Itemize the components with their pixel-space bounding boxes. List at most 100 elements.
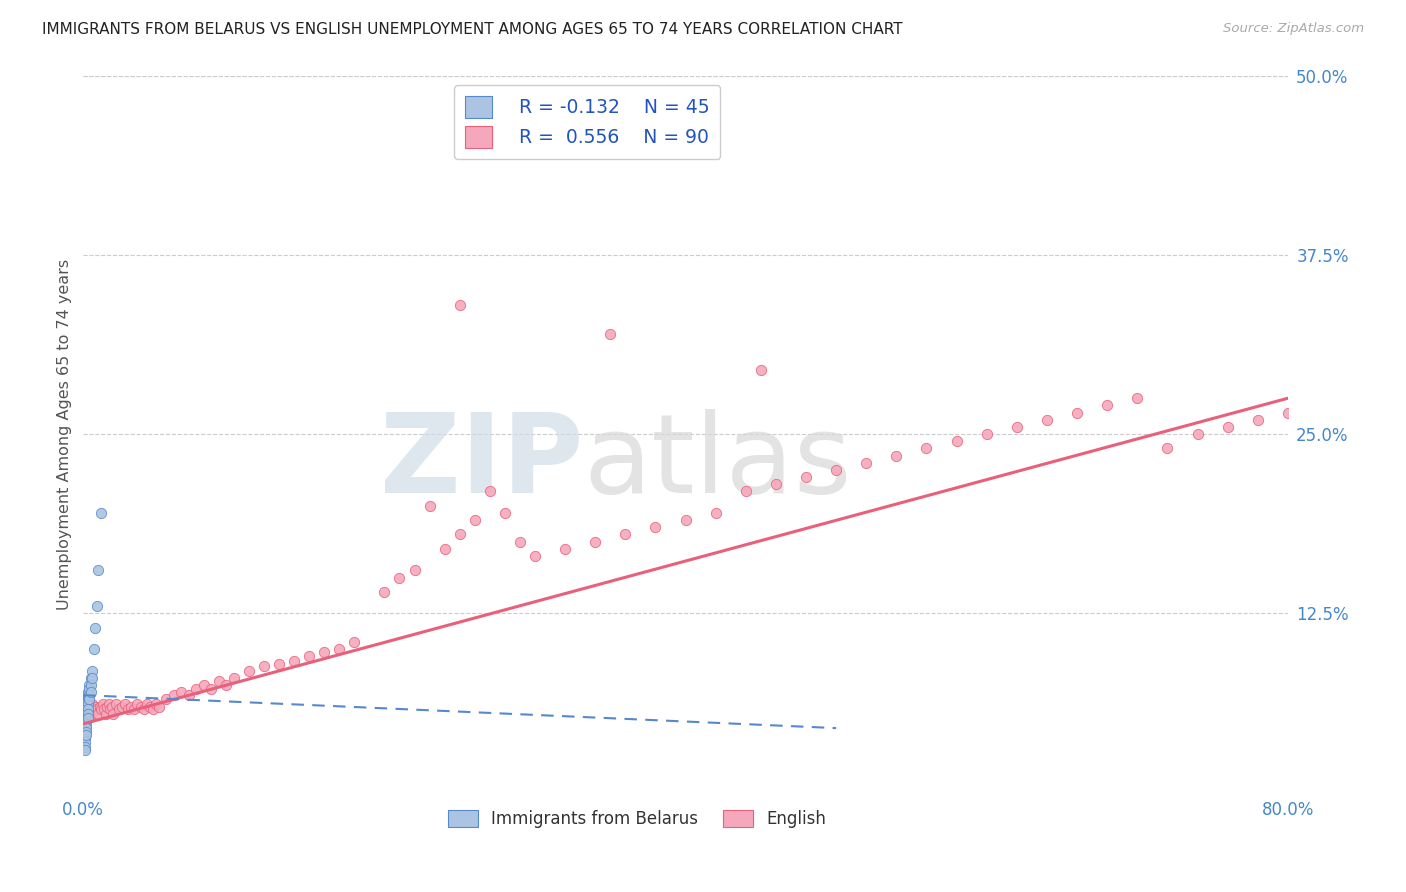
Point: [117, 702, 139, 716]
Point: [73, 731, 96, 746]
Point: [1036, 413, 1059, 427]
Point: [509, 534, 531, 549]
Point: [449, 298, 471, 312]
Point: [145, 697, 167, 711]
Point: [75, 714, 97, 728]
Point: [155, 692, 177, 706]
Point: [76, 697, 98, 711]
Point: [794, 470, 817, 484]
Point: [79, 688, 101, 702]
Point: [464, 513, 486, 527]
Point: [73, 739, 96, 754]
Point: [1247, 413, 1270, 427]
Point: [79, 682, 101, 697]
Point: [96, 699, 118, 714]
Point: [80, 671, 103, 685]
Point: [915, 442, 938, 456]
Point: [94, 706, 117, 721]
Point: [89, 699, 111, 714]
Point: [75, 702, 97, 716]
Point: [76, 702, 98, 716]
Point: [177, 688, 200, 702]
Point: [103, 706, 125, 721]
Point: [138, 699, 160, 714]
Point: [73, 716, 96, 731]
Point: [599, 326, 621, 341]
Point: [73, 702, 96, 716]
Point: [84, 621, 107, 635]
Point: [1156, 442, 1178, 456]
Point: [76, 711, 98, 725]
Point: [749, 362, 772, 376]
Point: [87, 706, 110, 721]
Point: [1187, 427, 1209, 442]
Point: [75, 699, 97, 714]
Point: [90, 506, 112, 520]
Point: [614, 527, 637, 541]
Point: [75, 716, 97, 731]
Point: [433, 541, 456, 556]
Point: [91, 697, 114, 711]
Point: [283, 654, 305, 668]
Point: [419, 499, 441, 513]
Point: [524, 549, 547, 563]
Point: [1126, 391, 1149, 405]
Point: [1095, 398, 1118, 412]
Point: [76, 692, 98, 706]
Point: [82, 671, 104, 685]
Point: [80, 678, 103, 692]
Point: [1216, 420, 1239, 434]
Point: [298, 649, 321, 664]
Point: [79, 692, 101, 706]
Point: [76, 706, 98, 721]
Text: Source: ZipAtlas.com: Source: ZipAtlas.com: [1223, 22, 1364, 36]
Point: [1005, 420, 1028, 434]
Point: [644, 520, 666, 534]
Point: [404, 563, 426, 577]
Point: [75, 728, 97, 742]
Point: [343, 635, 366, 649]
Point: [976, 427, 998, 442]
Point: [328, 642, 350, 657]
Point: [215, 678, 238, 692]
Point: [73, 721, 96, 735]
Point: [186, 682, 208, 697]
Point: [148, 699, 170, 714]
Point: [86, 599, 108, 614]
Point: [73, 714, 96, 728]
Point: [101, 699, 124, 714]
Point: [75, 706, 97, 721]
Point: [75, 692, 97, 706]
Point: [82, 697, 104, 711]
Point: [75, 711, 97, 725]
Point: [129, 699, 152, 714]
Point: [765, 477, 787, 491]
Text: ZIP: ZIP: [380, 409, 583, 516]
Point: [373, 585, 395, 599]
Point: [76, 702, 98, 716]
Point: [75, 725, 97, 739]
Point: [162, 688, 184, 702]
Point: [105, 697, 128, 711]
Point: [73, 709, 96, 723]
Point: [825, 463, 848, 477]
Point: [73, 725, 96, 739]
Point: [108, 702, 131, 716]
Point: [83, 702, 105, 716]
Point: [494, 506, 516, 520]
Point: [111, 699, 134, 714]
Point: [121, 699, 143, 714]
Point: [87, 563, 110, 577]
Point: [855, 456, 877, 470]
Point: [1277, 406, 1299, 420]
Point: [704, 506, 727, 520]
Point: [73, 735, 96, 749]
Point: [267, 657, 290, 671]
Point: [97, 697, 120, 711]
Point: [124, 702, 146, 716]
Point: [114, 697, 136, 711]
Point: [79, 678, 101, 692]
Text: atlas: atlas: [583, 409, 852, 516]
Point: [583, 534, 606, 549]
Point: [142, 702, 165, 716]
